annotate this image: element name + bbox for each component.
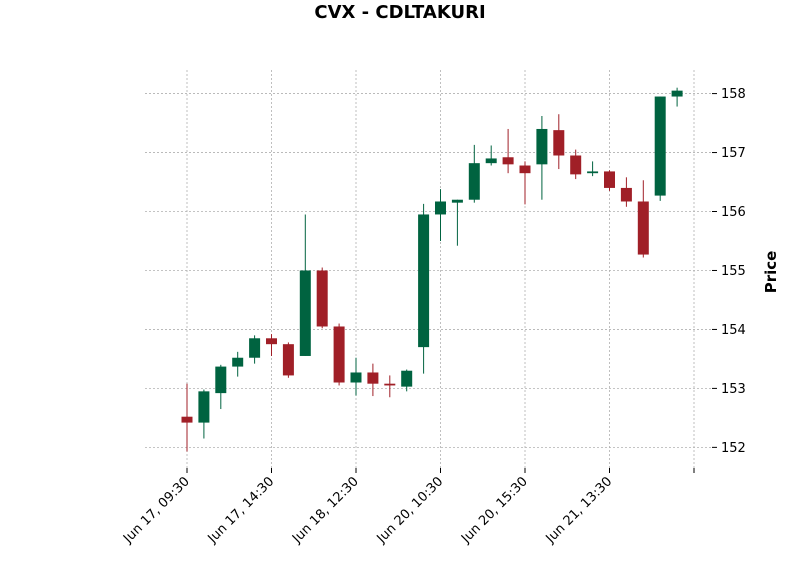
candle: [468, 144, 480, 203]
candle-body: [468, 163, 480, 200]
candle: [671, 87, 683, 107]
candle-body: [333, 326, 345, 383]
candle-body: [502, 157, 514, 165]
candle: [637, 180, 649, 258]
candle: [198, 389, 210, 439]
candle-body: [401, 370, 413, 387]
candle-body: [282, 344, 294, 376]
candle: [249, 335, 261, 364]
y-tick-label: 157: [721, 146, 746, 161]
candle-body: [350, 372, 362, 383]
candle-body: [299, 270, 311, 356]
grid-layer: [145, 70, 712, 468]
candle: [587, 161, 599, 177]
candle-body: [451, 199, 463, 203]
candle: [654, 96, 666, 201]
candle: [604, 170, 615, 191]
candle: [451, 199, 463, 246]
chart-title: CVX - CDLTAKURI: [314, 2, 485, 23]
candle-body: [671, 90, 683, 97]
candle-body: [637, 201, 649, 255]
candle-body: [266, 338, 277, 345]
candle-body: [232, 357, 244, 367]
candle-body: [215, 366, 227, 394]
candle-body: [620, 187, 632, 202]
y-tick-label: 154: [721, 323, 746, 338]
candle-body: [384, 383, 396, 386]
y-tick-label: 158: [721, 87, 746, 102]
candle: [620, 177, 632, 207]
candle-body: [181, 416, 193, 423]
candle-body: [485, 158, 497, 164]
candle: [553, 114, 565, 170]
x-tick-label: Jun 17, 14:30: [205, 474, 278, 547]
candle: [316, 267, 328, 329]
candle: [333, 323, 345, 386]
x-tick-label: Jun 21, 13:30: [543, 474, 616, 547]
candle: [485, 145, 497, 166]
candle: [502, 128, 514, 174]
y-tick-label: 153: [721, 382, 746, 397]
candle-body: [367, 372, 379, 384]
candle: [435, 189, 446, 241]
y-axis: 152 153 154 155 156 157 158: [712, 87, 746, 456]
candle-body: [519, 165, 531, 174]
candle-body: [570, 155, 582, 175]
candle: [519, 161, 531, 205]
y-axis-title: Price: [762, 251, 780, 294]
candle: [418, 203, 430, 374]
candle: [282, 342, 294, 378]
candle-body: [418, 214, 430, 348]
candle: [215, 364, 227, 410]
x-tick-label: Jun 17, 09:30: [120, 474, 193, 547]
x-tick-label: Jun 20, 10:30: [374, 474, 447, 547]
x-axis: Jun 17, 09:30 Jun 17, 14:30 Jun 18, 12:30 J…: [120, 468, 695, 547]
x-tick-label: Jun 18, 12:30: [289, 474, 362, 547]
candle-body: [435, 201, 446, 215]
candle: [299, 214, 311, 356]
candle-body: [654, 96, 666, 196]
candle-body: [198, 391, 210, 423]
candle: [570, 149, 582, 180]
candle: [350, 357, 362, 396]
candle: [384, 375, 396, 398]
x-tick-label: Jun 20, 15:30: [458, 474, 531, 547]
candle: [367, 363, 379, 397]
candle-body: [553, 130, 565, 156]
candle: [181, 383, 193, 452]
candle-body: [587, 171, 599, 174]
y-tick-label: 155: [721, 264, 746, 279]
candle: [232, 351, 244, 377]
candle-body: [604, 171, 615, 188]
candle-body: [249, 338, 261, 358]
y-tick-label: 152: [721, 441, 746, 456]
y-tick-label: 156: [721, 205, 746, 220]
candle-body: [536, 128, 548, 165]
candle: [401, 369, 413, 392]
candles-layer: [181, 87, 683, 452]
candle: [266, 334, 277, 356]
candle-body: [316, 270, 328, 327]
candle: [536, 115, 548, 200]
